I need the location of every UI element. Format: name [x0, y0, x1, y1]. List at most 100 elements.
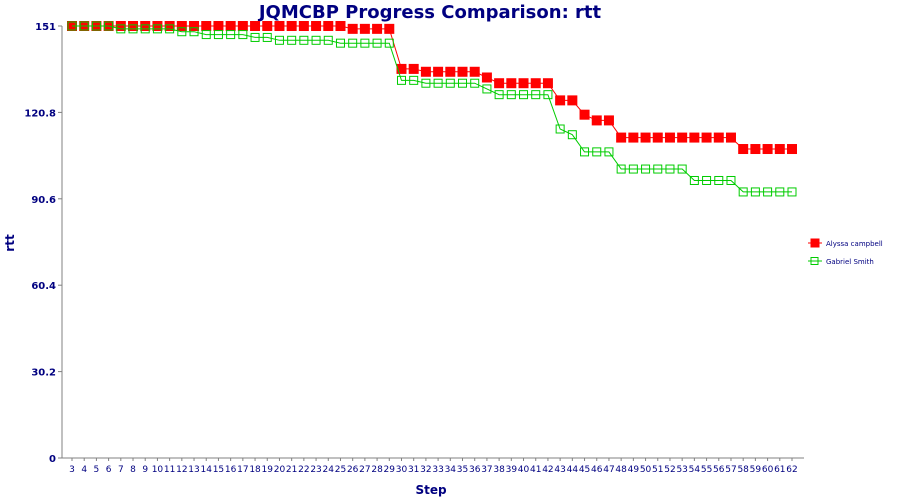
- x-tick-label: 46: [591, 465, 603, 475]
- data-point: [665, 164, 675, 174]
- data-point: [677, 164, 687, 174]
- data-point: [542, 78, 553, 89]
- data-point: [421, 78, 431, 88]
- data-point: [237, 21, 248, 31]
- data-point: [481, 72, 492, 83]
- data-point: [226, 30, 236, 40]
- x-tick-label: 29: [384, 465, 396, 475]
- data-point: [384, 23, 395, 34]
- series-0: [67, 21, 797, 155]
- data-point: [433, 78, 443, 88]
- data-point: [543, 90, 553, 100]
- data-point: [274, 35, 284, 45]
- data-point: [689, 132, 700, 143]
- data-point: [311, 35, 321, 45]
- data-point: [775, 187, 785, 197]
- data-point: [201, 30, 211, 40]
- y-tick-label: 120.8: [24, 108, 56, 119]
- data-point: [640, 132, 651, 143]
- x-tick-label: 31: [408, 465, 419, 475]
- y-tick-label: 30.2: [31, 368, 56, 379]
- x-tick-label: 47: [603, 465, 614, 475]
- data-point: [409, 75, 419, 85]
- x-tick-label: 9: [142, 465, 148, 475]
- x-tick-label: 5: [94, 465, 100, 475]
- data-point: [396, 63, 407, 74]
- data-point: [213, 30, 223, 40]
- plot-area: [67, 21, 797, 197]
- data-point: [396, 75, 406, 85]
- data-point: [79, 21, 89, 31]
- data-point: [726, 175, 736, 185]
- data-point: [738, 187, 748, 197]
- x-tick-label: 19: [262, 465, 274, 475]
- data-point: [494, 78, 505, 89]
- data-point: [555, 124, 565, 134]
- data-point: [641, 164, 651, 174]
- data-point: [140, 24, 150, 34]
- data-point: [738, 144, 749, 155]
- data-point: [420, 66, 431, 77]
- data-point: [213, 21, 224, 31]
- y-tick-label: 60.4: [31, 281, 56, 292]
- x-tick-label: 12: [176, 465, 187, 475]
- x-tick-label: 35: [457, 465, 468, 475]
- x-tick-label: 51: [652, 465, 663, 475]
- data-point: [372, 38, 382, 48]
- data-point: [750, 187, 760, 197]
- x-tick-label: 42: [542, 465, 553, 475]
- data-point: [458, 78, 468, 88]
- data-point: [616, 132, 627, 143]
- x-tick-label: 57: [725, 465, 736, 475]
- data-point: [531, 90, 541, 100]
- data-point: [506, 90, 516, 100]
- data-point: [787, 144, 797, 155]
- x-tick-label: 7: [118, 465, 124, 475]
- data-point: [323, 35, 333, 45]
- x-tick-label: 44: [567, 465, 579, 475]
- data-point: [713, 132, 724, 143]
- data-point: [603, 115, 614, 126]
- data-point: [530, 78, 541, 89]
- data-point: [652, 132, 663, 143]
- data-point: [567, 95, 578, 106]
- data-point: [664, 132, 675, 143]
- x-tick-label: 38: [493, 465, 505, 475]
- data-point: [494, 90, 504, 100]
- x-tick-label: 60: [762, 465, 774, 475]
- data-point: [616, 164, 626, 174]
- data-point: [189, 21, 200, 31]
- data-point: [347, 23, 358, 34]
- x-tick-label: 25: [335, 465, 346, 475]
- x-tick-label: 62: [786, 465, 797, 475]
- data-point: [445, 78, 455, 88]
- data-point: [470, 78, 480, 88]
- x-tick-label: 36: [469, 465, 481, 475]
- x-tick-label: 52: [664, 465, 675, 475]
- data-point: [335, 38, 345, 48]
- x-tick-label: 59: [750, 465, 762, 475]
- x-tick-label: 21: [286, 465, 297, 475]
- legend-marker-alyssa: [810, 238, 820, 248]
- x-tick-label: 17: [237, 465, 248, 475]
- data-point: [774, 144, 785, 155]
- x-tick-label: 15: [213, 465, 224, 475]
- data-point: [506, 78, 517, 89]
- x-tick-label: 23: [310, 465, 321, 475]
- data-point: [701, 132, 712, 143]
- data-point: [580, 147, 590, 157]
- data-point: [116, 24, 126, 34]
- x-tick-label: 4: [81, 465, 87, 475]
- data-point: [262, 21, 273, 31]
- data-point: [360, 38, 370, 48]
- x-tick-label: 33: [432, 465, 443, 475]
- legend: Alyssa campbell Gabriel Smith: [808, 238, 883, 266]
- x-tick-label: 34: [445, 465, 457, 475]
- data-point: [274, 21, 285, 31]
- x-axis-label: Step: [415, 483, 447, 497]
- data-point: [518, 78, 529, 89]
- data-point: [469, 66, 480, 77]
- data-point: [165, 24, 175, 34]
- data-point: [787, 187, 797, 197]
- data-point: [714, 175, 724, 185]
